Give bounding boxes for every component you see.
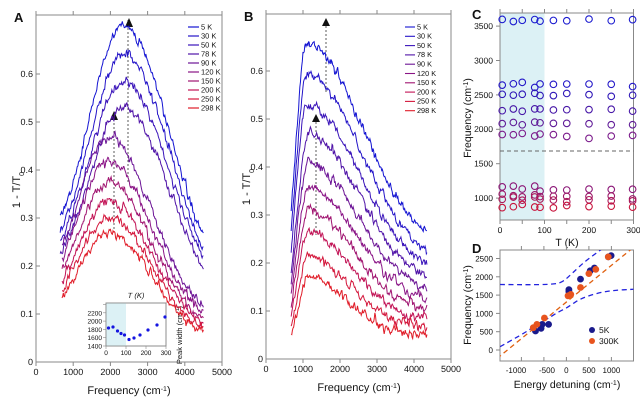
svg-text:0: 0 xyxy=(498,225,503,235)
svg-text:30 K: 30 K xyxy=(201,32,216,41)
svg-text:500: 500 xyxy=(480,328,494,337)
svg-text:0: 0 xyxy=(33,367,38,377)
svg-text:0.1: 0.1 xyxy=(20,309,33,319)
svg-text:Frequency (cm-1): Frequency (cm-1) xyxy=(87,385,170,397)
svg-text:3000: 3000 xyxy=(138,367,158,377)
svg-text:3000: 3000 xyxy=(474,55,493,65)
svg-text:-1000: -1000 xyxy=(506,366,527,375)
svg-text:B: B xyxy=(244,9,253,24)
svg-text:298 K: 298 K xyxy=(417,106,436,115)
svg-text:0.5: 0.5 xyxy=(20,117,33,127)
svg-text:2000: 2000 xyxy=(100,367,120,377)
svg-text:5K: 5K xyxy=(599,325,610,335)
svg-text:50 K: 50 K xyxy=(201,41,216,50)
svg-text:200: 200 xyxy=(141,350,152,357)
svg-text:78 K: 78 K xyxy=(201,50,216,59)
svg-text:300: 300 xyxy=(626,225,640,235)
svg-text:0.1: 0.1 xyxy=(250,306,263,316)
svg-text:1400: 1400 xyxy=(88,344,103,351)
svg-text:0.6: 0.6 xyxy=(20,69,33,79)
svg-text:1500: 1500 xyxy=(474,159,493,169)
svg-text:5000: 5000 xyxy=(212,367,232,377)
svg-text:150 K: 150 K xyxy=(201,77,221,86)
svg-text:500: 500 xyxy=(582,366,596,375)
svg-text:2000: 2000 xyxy=(475,273,493,282)
svg-text:100: 100 xyxy=(537,225,551,235)
svg-text:0: 0 xyxy=(564,366,569,375)
svg-text:300: 300 xyxy=(161,350,172,357)
svg-text:200 K: 200 K xyxy=(417,87,436,96)
svg-text:2000: 2000 xyxy=(330,364,350,374)
svg-text:Frequency (cm-1): Frequency (cm-1) xyxy=(462,265,474,345)
svg-text:T (K): T (K) xyxy=(555,237,578,249)
svg-text:4000: 4000 xyxy=(404,364,424,374)
svg-text:120 K: 120 K xyxy=(201,68,221,77)
svg-text:0.6: 0.6 xyxy=(250,66,263,76)
svg-text:150 K: 150 K xyxy=(417,78,436,87)
svg-text:1600: 1600 xyxy=(88,335,103,342)
svg-text:Frequency (cm-1): Frequency (cm-1) xyxy=(317,382,400,394)
svg-text:1000: 1000 xyxy=(293,364,313,374)
svg-text:3000: 3000 xyxy=(367,364,387,374)
svg-text:1000: 1000 xyxy=(63,367,83,377)
svg-text:90 K: 90 K xyxy=(417,60,432,69)
svg-text:0.3: 0.3 xyxy=(250,210,263,220)
svg-text:1500: 1500 xyxy=(475,291,493,300)
svg-text:0.2: 0.2 xyxy=(20,261,33,271)
svg-text:200: 200 xyxy=(582,225,596,235)
svg-text:0.5: 0.5 xyxy=(250,114,263,124)
svg-text:0: 0 xyxy=(489,346,494,355)
svg-text:78 K: 78 K xyxy=(417,50,432,59)
svg-text:200 K: 200 K xyxy=(201,86,221,95)
svg-text:3500: 3500 xyxy=(474,21,493,31)
svg-text:1000: 1000 xyxy=(603,366,621,375)
svg-text:5 K: 5 K xyxy=(417,22,428,31)
svg-text:Frequency (cm-1): Frequency (cm-1) xyxy=(462,78,474,158)
svg-text:5 K: 5 K xyxy=(201,23,212,32)
svg-text:0: 0 xyxy=(258,354,263,364)
svg-text:0: 0 xyxy=(28,357,33,367)
svg-text:250 K: 250 K xyxy=(417,97,436,106)
svg-text:T (K): T (K) xyxy=(128,291,145,300)
svg-text:2000: 2000 xyxy=(88,319,103,326)
svg-text:0.2: 0.2 xyxy=(250,258,263,268)
svg-text:4000: 4000 xyxy=(175,367,195,377)
svg-text:-500: -500 xyxy=(539,366,556,375)
svg-text:120 K: 120 K xyxy=(417,69,436,78)
svg-text:0: 0 xyxy=(104,350,108,357)
svg-text:A: A xyxy=(14,10,24,25)
svg-text:250 K: 250 K xyxy=(201,95,221,104)
svg-text:1800: 1800 xyxy=(88,327,103,334)
svg-text:2200: 2200 xyxy=(88,310,103,317)
svg-text:1000: 1000 xyxy=(475,309,493,318)
svg-text:2000: 2000 xyxy=(474,124,493,134)
svg-text:2500: 2500 xyxy=(474,90,493,100)
svg-text:Energy detuning (cm-1): Energy detuning (cm-1) xyxy=(514,379,621,391)
svg-text:90 K: 90 K xyxy=(201,59,216,68)
svg-text:30 K: 30 K xyxy=(417,32,432,41)
svg-text:300K: 300K xyxy=(599,336,619,346)
svg-text:2500: 2500 xyxy=(475,255,493,264)
svg-text:50 K: 50 K xyxy=(417,41,432,50)
svg-text:298 K: 298 K xyxy=(201,104,221,113)
svg-text:5000: 5000 xyxy=(441,364,461,374)
svg-text:1000: 1000 xyxy=(474,193,493,203)
svg-text:0.3: 0.3 xyxy=(20,213,33,223)
svg-text:100: 100 xyxy=(121,350,132,357)
svg-text:0: 0 xyxy=(263,364,268,374)
svg-text:C: C xyxy=(472,7,482,22)
